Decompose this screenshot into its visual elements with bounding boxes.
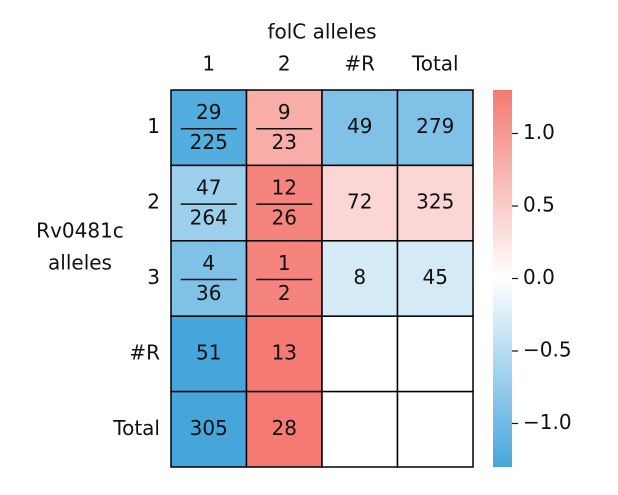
cell-numerator: 4 [202,251,215,275]
cell-numerator: 9 [278,100,291,124]
cell [321,89,399,167]
column-label: 1 [202,52,215,76]
colorbar [493,90,512,467]
cell-label: 28 [272,416,297,440]
cell [396,390,474,468]
cell-numerator: 1 [278,251,291,275]
cell-numerator: 29 [196,100,221,124]
column-label: 2 [278,52,291,76]
colorbar-tick-label: −0.5 [523,338,572,362]
cell [170,89,248,167]
cell-denominator: 36 [196,281,221,305]
row-label: 3 [147,265,160,289]
cell [396,89,474,167]
colorbar-tick-label: 0.0 [523,265,555,289]
cell [170,240,248,317]
cell [396,240,474,317]
row-label: 2 [147,190,160,214]
cell-denominator: 2 [278,281,291,305]
chart-title: folC alleles [267,20,376,44]
cell [396,315,474,393]
cell-denominator: 23 [272,130,297,154]
row-label: #R [129,340,160,364]
cell [321,315,399,393]
cell [245,89,323,167]
y-label: alleles [48,251,112,275]
cell-denominator: 225 [190,130,228,154]
column-label: #R [344,52,375,76]
colorbar-tick-label: 0.5 [523,193,555,217]
cell-label: 45 [423,265,448,289]
cell-numerator: 12 [272,176,297,200]
cell-denominator: 26 [272,206,297,230]
cell-label: 8 [353,265,366,289]
cell [170,315,248,393]
column-label: Total [411,52,459,76]
y-label: Rv0481c [36,219,124,243]
colorbar-tick-label: −1.0 [523,410,572,434]
cell-label: 279 [416,114,454,138]
row-label: Total [112,416,160,440]
cell-denominator: 264 [190,206,228,230]
cell-label: 72 [347,190,372,214]
cell-label: 49 [347,114,372,138]
row-label: 1 [147,114,160,138]
cell [245,315,323,393]
cell-label: 51 [196,340,221,364]
cell [396,164,474,242]
cell [321,240,399,317]
cell-label: 13 [272,340,297,364]
cell-numerator: 47 [196,176,221,200]
cell-label: 305 [190,416,228,440]
cell [321,390,399,468]
colorbar-tick-label: 1.0 [523,120,555,144]
cell-label: 325 [416,190,454,214]
